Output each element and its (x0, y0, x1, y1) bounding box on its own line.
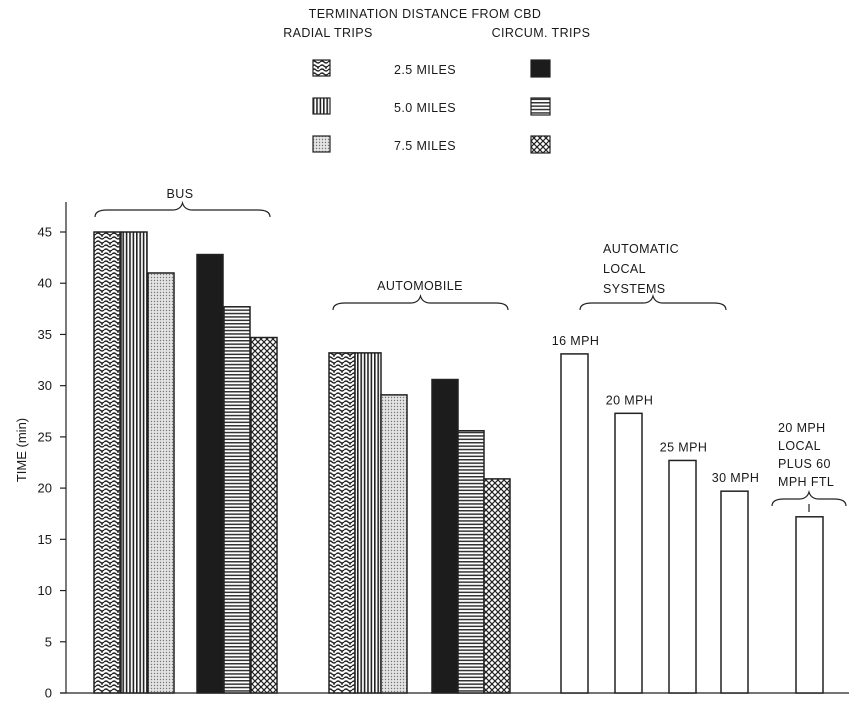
bar (147, 272, 175, 694)
legend-swatch-radial (312, 135, 331, 153)
group-label-ftl-line: LOCAL (778, 439, 821, 453)
bar-label: 25 MPH (660, 440, 708, 454)
legend-title: TERMINATION DISTANCE FROM CBD (309, 7, 542, 21)
bar (223, 306, 251, 694)
group-label-automatic-line: LOCAL (603, 262, 646, 276)
y-tick-label: 20 (38, 481, 52, 496)
legend-swatch-circum (530, 59, 551, 78)
y-tick-label: 30 (38, 378, 52, 393)
bar (196, 253, 224, 694)
group-label-automatic-line: SYSTEMS (603, 282, 666, 296)
y-tick-label: 45 (38, 225, 52, 240)
legend-swatch-radial (312, 97, 331, 115)
group-brace-automobile (332, 293, 509, 311)
bar (560, 353, 589, 694)
group-label-ftl-line: PLUS 60 (778, 457, 831, 471)
y-tick-label: 0 (45, 686, 52, 701)
bar-label: 20 MPH (606, 393, 654, 407)
legend-row-label: 7.5 MILES (394, 139, 456, 153)
y-tick-label: 25 (38, 429, 52, 444)
group-labels-layer: 16 MPH 20 MPH 25 MPH 30 MPH BUS AUTOMOBILE AUT… (94, 187, 847, 512)
group-label-ftl-line: MPH FTL (778, 475, 834, 489)
y-tick-label: 15 (38, 532, 52, 547)
legend-rows: 2.5 MILES 5.0 MILES 7.5 MILES (312, 59, 551, 154)
group-label-bus: BUS (167, 187, 194, 201)
legend-swatch-circum (530, 97, 551, 116)
y-tick-label: 5 (45, 634, 52, 649)
y-tick-label: 40 (38, 276, 52, 291)
y-tick-label: 10 (38, 583, 52, 598)
legend-radial-header: RADIAL TRIPS (283, 26, 373, 40)
legend: TERMINATION DISTANCE FROM CBD RADIAL TRI… (283, 7, 591, 154)
bar (795, 516, 824, 694)
group-label-automatic-line: AUTOMATIC (603, 242, 679, 256)
bar (720, 490, 749, 694)
bar (354, 352, 382, 694)
bar-label: 30 MPH (712, 471, 760, 485)
bar (380, 394, 408, 694)
bar (483, 478, 511, 694)
bars-layer (93, 231, 824, 694)
bar (431, 378, 459, 694)
bar (120, 231, 148, 694)
legend-row-label: 2.5 MILES (394, 63, 456, 77)
bar (250, 336, 278, 694)
group-brace-bus (94, 200, 271, 218)
legend-swatch-radial (312, 59, 331, 77)
bar (93, 231, 121, 694)
legend-row-label: 5.0 MILES (394, 101, 456, 115)
bar (668, 459, 697, 694)
legend-swatch-circum (530, 135, 551, 154)
group-brace-automatic (579, 293, 727, 311)
bar (457, 429, 485, 694)
group-label-automobile: AUTOMOBILE (377, 279, 463, 293)
y-axis: 0 5 10 15 20 25 30 35 40 45 (38, 202, 67, 701)
group-brace-ftl (771, 489, 847, 507)
bar (614, 412, 643, 694)
bar (328, 352, 356, 694)
legend-circum-header: CIRCUM. TRIPS (492, 26, 591, 40)
y-axis-label: TIME (min) (14, 418, 29, 482)
bar-label: 16 MPH (552, 334, 600, 348)
y-tick-label: 35 (38, 327, 52, 342)
group-label-ftl-line: 20 MPH (778, 421, 826, 435)
